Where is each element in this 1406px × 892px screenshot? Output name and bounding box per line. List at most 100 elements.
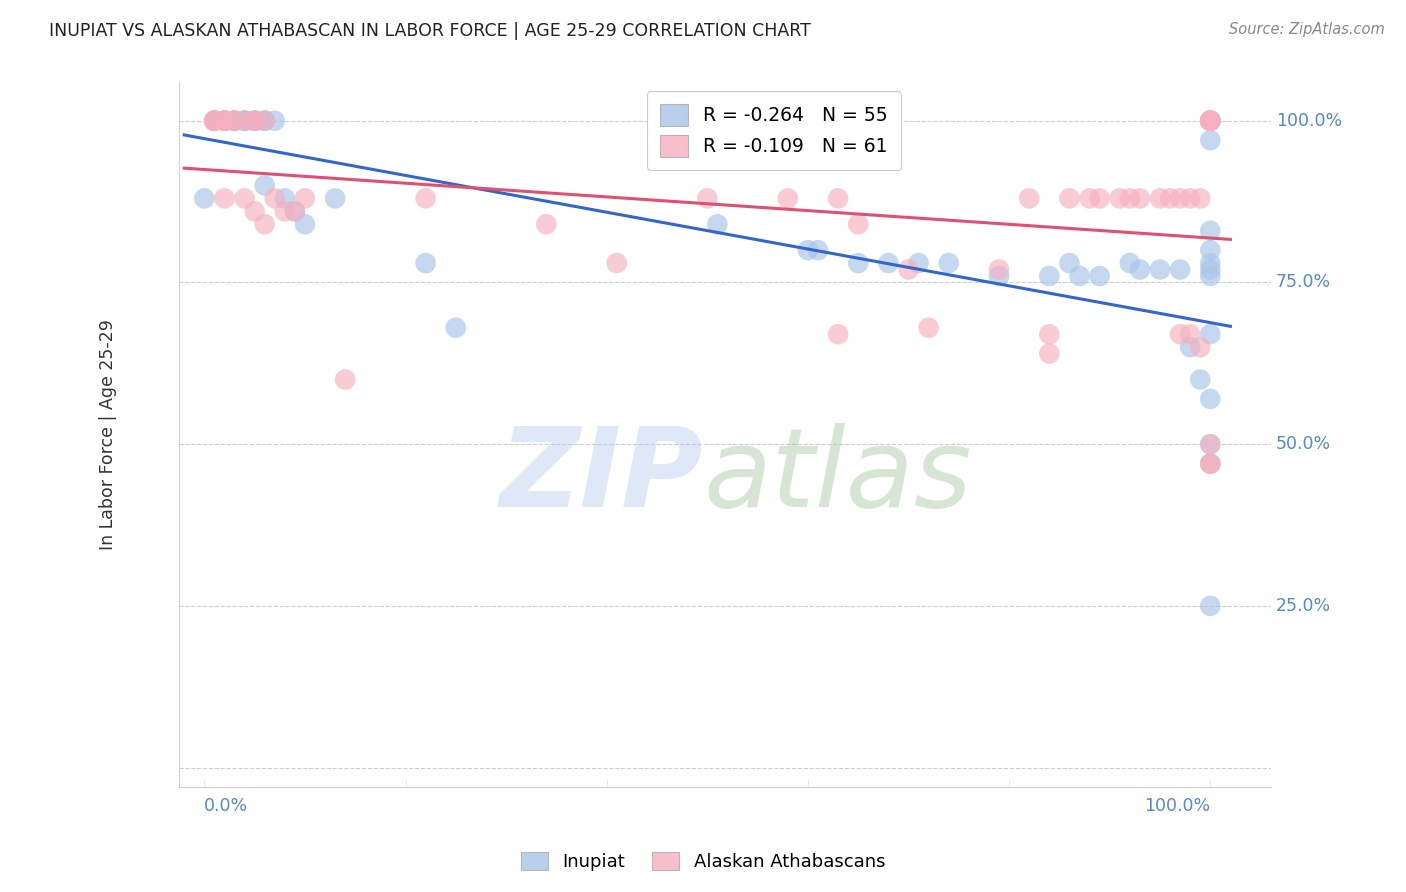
Point	[1059, 191, 1081, 205]
Point	[294, 191, 316, 205]
Point	[1189, 191, 1212, 205]
Point	[1199, 437, 1222, 451]
Point	[224, 113, 246, 128]
Point	[243, 113, 266, 128]
Point	[1199, 224, 1222, 238]
Point	[1119, 191, 1142, 205]
Point	[988, 268, 1011, 283]
Point	[1168, 262, 1191, 277]
Point	[1199, 457, 1222, 471]
Point	[274, 191, 297, 205]
Point	[253, 113, 276, 128]
Point	[696, 191, 718, 205]
Point	[202, 113, 225, 128]
Point	[323, 191, 346, 205]
Point	[214, 113, 236, 128]
Point	[1199, 113, 1222, 128]
Point	[1199, 457, 1222, 471]
Point	[1199, 113, 1222, 128]
Point	[1199, 256, 1222, 270]
Point	[214, 113, 236, 128]
Point	[1178, 191, 1201, 205]
Point	[776, 191, 799, 205]
Point	[1199, 113, 1222, 128]
Point	[877, 256, 900, 270]
Point	[1199, 268, 1222, 283]
Point	[1199, 113, 1222, 128]
Legend: Inupiat, Alaskan Athabascans: Inupiat, Alaskan Athabascans	[513, 845, 893, 879]
Point	[214, 113, 236, 128]
Point	[606, 256, 628, 270]
Point	[214, 113, 236, 128]
Point	[1199, 113, 1222, 128]
Point	[253, 217, 276, 231]
Text: 100.0%: 100.0%	[1275, 112, 1341, 129]
Point	[193, 191, 215, 205]
Text: 100.0%: 100.0%	[1144, 797, 1211, 814]
Point	[1129, 262, 1152, 277]
Point	[1199, 327, 1222, 342]
Point	[1088, 268, 1111, 283]
Text: INUPIAT VS ALASKAN ATHABASCAN IN LABOR FORCE | AGE 25-29 CORRELATION CHART: INUPIAT VS ALASKAN ATHABASCAN IN LABOR F…	[49, 22, 811, 40]
Point	[1149, 191, 1171, 205]
Point	[1168, 327, 1191, 342]
Point	[1069, 268, 1091, 283]
Point	[1189, 340, 1212, 354]
Point	[233, 113, 256, 128]
Point	[827, 327, 849, 342]
Point	[1199, 437, 1222, 451]
Point	[1159, 191, 1181, 205]
Point	[938, 256, 960, 270]
Point	[1199, 133, 1222, 147]
Point	[202, 113, 225, 128]
Point	[1088, 191, 1111, 205]
Point	[233, 191, 256, 205]
Point	[415, 256, 437, 270]
Point	[1199, 599, 1222, 613]
Point	[1199, 262, 1222, 277]
Point	[1199, 113, 1222, 128]
Point	[807, 243, 830, 257]
Point	[1189, 372, 1212, 386]
Point	[1129, 191, 1152, 205]
Text: atlas: atlas	[703, 424, 972, 531]
Point	[797, 243, 820, 257]
Point	[1038, 346, 1060, 360]
Point	[243, 204, 266, 219]
Point	[1199, 243, 1222, 257]
Point	[846, 217, 869, 231]
Point	[224, 113, 246, 128]
Point	[284, 204, 307, 219]
Point	[243, 113, 266, 128]
Point	[1199, 457, 1222, 471]
Point	[202, 113, 225, 128]
Point	[243, 113, 266, 128]
Point	[536, 217, 558, 231]
Point	[1168, 191, 1191, 205]
Point	[263, 191, 285, 205]
Point	[253, 113, 276, 128]
Point	[1178, 327, 1201, 342]
Point	[917, 320, 939, 334]
Point	[202, 113, 225, 128]
Point	[1149, 262, 1171, 277]
Point	[202, 113, 225, 128]
Point	[1199, 113, 1222, 128]
Point	[253, 113, 276, 128]
Point	[333, 372, 356, 386]
Point	[253, 178, 276, 193]
Text: 25.0%: 25.0%	[1275, 597, 1331, 615]
Point	[1038, 268, 1060, 283]
Point	[1108, 191, 1130, 205]
Point	[224, 113, 246, 128]
Point	[214, 191, 236, 205]
Point	[214, 113, 236, 128]
Point	[243, 113, 266, 128]
Point	[846, 256, 869, 270]
Text: 0.0%: 0.0%	[204, 797, 249, 814]
Point	[1199, 113, 1222, 128]
Point	[274, 204, 297, 219]
Point	[224, 113, 246, 128]
Point	[415, 191, 437, 205]
Point	[233, 113, 256, 128]
